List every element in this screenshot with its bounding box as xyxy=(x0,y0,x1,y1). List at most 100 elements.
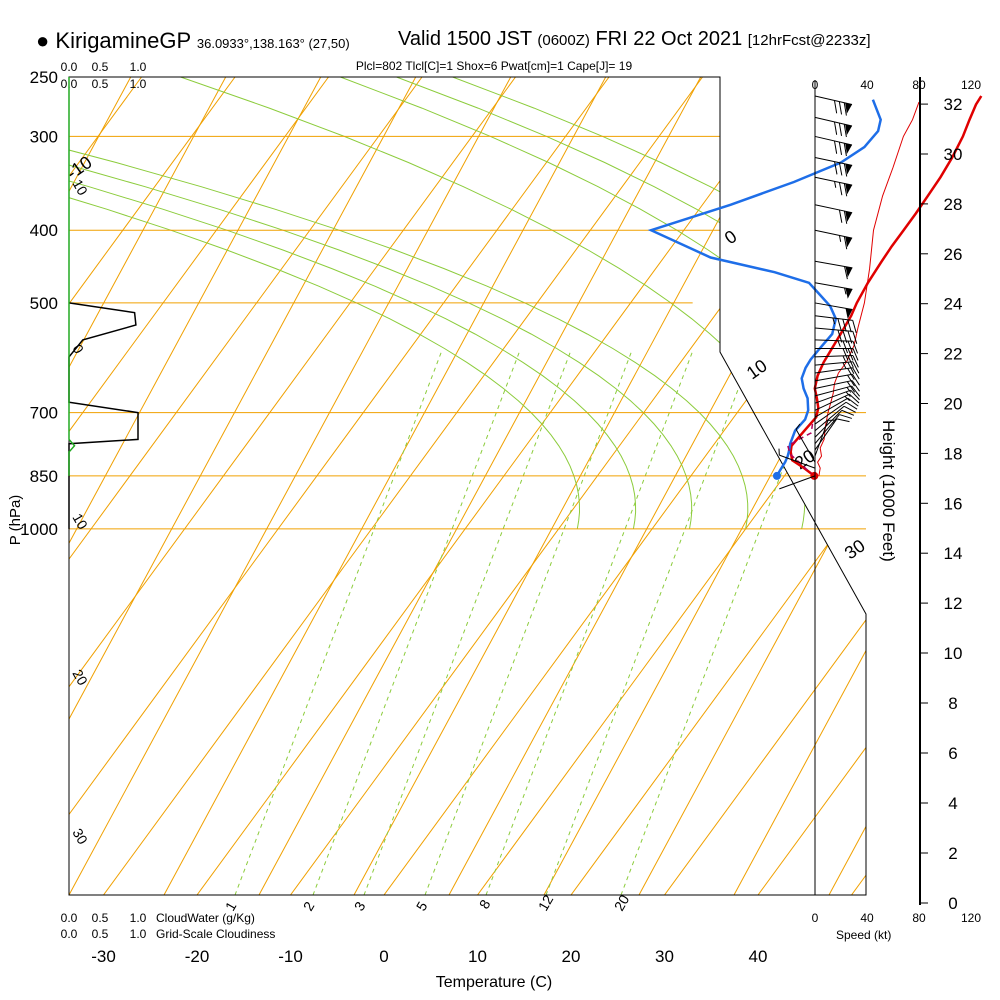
height-axis-label: Height (1000 Feet) xyxy=(879,420,898,562)
barb-flag xyxy=(849,393,860,404)
mixing-ratio-line xyxy=(312,351,520,895)
wind-barb xyxy=(814,361,860,374)
barb-staff xyxy=(814,367,853,374)
isotherm-line xyxy=(69,77,610,895)
barb-staff xyxy=(814,410,843,438)
wind-barb xyxy=(814,409,855,438)
mixing-ratio-line xyxy=(485,351,693,895)
barb-flag xyxy=(852,367,860,380)
wind-barb xyxy=(814,405,856,432)
parcel-line xyxy=(786,421,815,477)
barb-flag xyxy=(843,236,848,250)
barb-staff xyxy=(814,373,853,382)
barb-flag xyxy=(850,389,860,401)
pressure-tick-label: 400 xyxy=(30,221,58,240)
wind-barb xyxy=(814,385,861,397)
wind-speed-profile xyxy=(817,101,920,476)
barb-half-flag xyxy=(827,419,835,421)
isotherm-line xyxy=(69,77,423,895)
barb-half-flag xyxy=(834,181,837,188)
dry-adiabat-line xyxy=(69,77,512,895)
barb-flag xyxy=(833,121,838,135)
mixing-ratio-label: 12 xyxy=(535,892,557,914)
cloudwater-scale-tick: 1.0 xyxy=(130,911,147,925)
barb-flag xyxy=(852,373,860,386)
wind-barb xyxy=(814,260,853,280)
wind-barb xyxy=(814,204,853,224)
mixing-ratio-label: 8 xyxy=(476,897,494,912)
temperature-tick-label: -30 xyxy=(91,947,116,966)
forecast-tag: [12hrFcst@2233z] xyxy=(747,32,871,49)
wind-barb xyxy=(814,116,853,138)
mixing-ratio-line xyxy=(234,351,442,895)
speed-tick-top: 0 xyxy=(812,78,819,92)
barb-flag xyxy=(843,143,847,157)
dry-adiabat-line xyxy=(828,77,866,895)
barb-flag xyxy=(838,141,843,155)
wind-barb xyxy=(795,423,816,463)
barb-flag xyxy=(833,140,838,154)
barb-pennant xyxy=(845,211,853,222)
barb-half-flag xyxy=(842,362,847,369)
speed-tick-bottom: 0 xyxy=(812,911,819,925)
barb-pennant xyxy=(845,308,853,319)
cloudiness-scale-tick: 0.5 xyxy=(92,927,109,941)
valid-time: Valid 1500 JST (0600Z) FRI 22 Oct 2021 [… xyxy=(398,28,871,51)
x-axis-label: Temperature (C) xyxy=(436,974,552,991)
height-tick-label: 30 xyxy=(944,145,963,164)
surface-dewpoint-marker xyxy=(772,471,781,480)
cloud-water-profile xyxy=(68,77,76,476)
dry-adiabat-label: 10 xyxy=(69,177,91,199)
barb-flag xyxy=(834,161,838,175)
barb-pennant xyxy=(845,266,853,278)
barb-half-flag xyxy=(844,287,847,295)
barb-half-flag xyxy=(845,391,851,397)
temperature-tick-label: 40 xyxy=(749,947,768,966)
isotherm-label: 0 xyxy=(721,226,741,248)
barb-flag xyxy=(852,320,857,334)
isotherm-label: 10 xyxy=(743,355,771,383)
barb-half-flag xyxy=(844,395,851,402)
height-tick-label: 18 xyxy=(944,444,963,463)
station-name: KirigamineGP xyxy=(55,28,191,53)
height-tick-label: 26 xyxy=(944,245,963,264)
barb-flag xyxy=(843,163,848,177)
moist-adiabat-line xyxy=(69,77,749,529)
barb-flag xyxy=(852,361,860,374)
barb-flag xyxy=(852,348,859,361)
temperature-tick-label: 0 xyxy=(379,947,388,966)
mixing-ratio-line xyxy=(620,351,828,895)
barb-flag xyxy=(847,368,855,380)
barb-flag xyxy=(847,361,855,374)
wind-barb xyxy=(814,176,853,197)
isotherm-line xyxy=(196,77,797,895)
barb-pennant xyxy=(845,124,853,136)
cloudiness-scale-tick: 1.0 xyxy=(130,77,147,91)
height-tick-label: 8 xyxy=(948,694,957,713)
barb-flag xyxy=(838,101,843,115)
barb-flag xyxy=(847,330,853,344)
height-tick-label: 32 xyxy=(944,95,963,114)
valid-date: FRI 22 Oct 2021 xyxy=(595,28,743,50)
barb-flag xyxy=(838,182,843,196)
pressure-tick-label: 850 xyxy=(30,467,58,486)
cloudiness-profile xyxy=(68,302,139,529)
isotherm-label: 30 xyxy=(841,535,869,563)
mixing-ratio-label: 2 xyxy=(300,899,318,914)
wind-barb xyxy=(814,397,859,418)
wind-barb xyxy=(814,367,860,380)
barb-half-flag xyxy=(832,317,836,325)
wind-barb xyxy=(814,389,860,404)
dry-adiabat-line xyxy=(733,77,866,895)
barb-flag xyxy=(838,209,843,223)
height-tick-label: 10 xyxy=(944,644,963,663)
isotherm-line xyxy=(477,77,866,895)
barb-staff xyxy=(814,229,853,239)
barb-half-flag xyxy=(795,423,801,430)
barb-staff xyxy=(795,429,816,463)
barb-flag xyxy=(847,397,859,407)
barb-flag xyxy=(852,331,858,344)
barb-flag xyxy=(842,348,849,361)
wind-barb xyxy=(814,282,853,299)
barb-staff xyxy=(814,418,838,451)
